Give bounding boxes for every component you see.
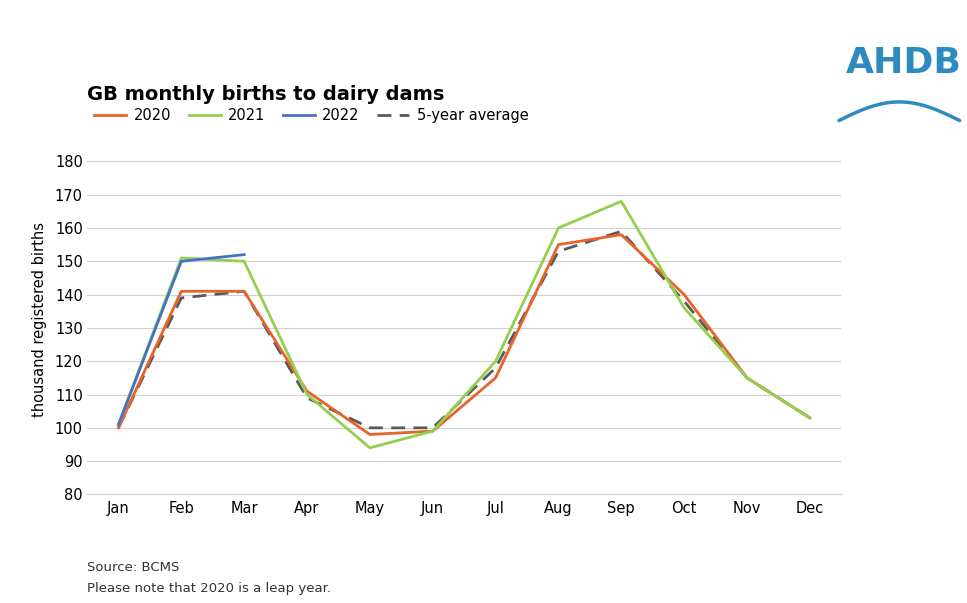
- Text: AHDB: AHDB: [846, 46, 962, 80]
- Legend: 2020, 2021, 2022, 5-year average: 2020, 2021, 2022, 5-year average: [95, 109, 528, 124]
- Text: GB monthly births to dairy dams: GB monthly births to dairy dams: [87, 85, 445, 104]
- Text: Source: BCMS: Source: BCMS: [87, 561, 180, 574]
- Text: Please note that 2020 is a leap year.: Please note that 2020 is a leap year.: [87, 582, 331, 595]
- Y-axis label: thousand registered births: thousand registered births: [32, 222, 46, 417]
